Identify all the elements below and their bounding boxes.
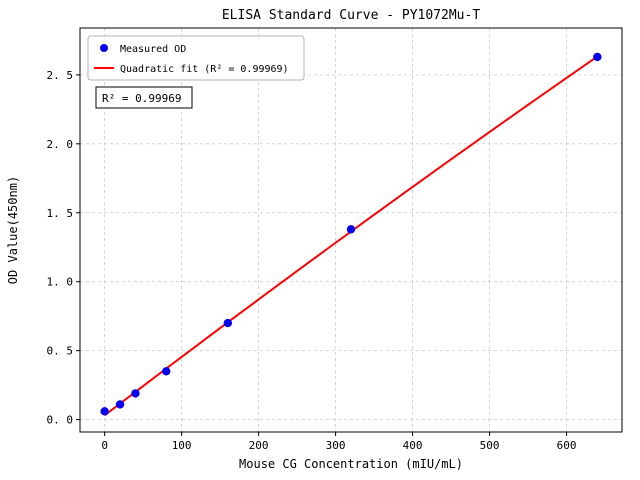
- measured-od-points: [100, 52, 602, 416]
- annotation-text: R² = 0.99969: [102, 92, 181, 105]
- legend-box: [87, 35, 305, 81]
- chart-title: ELISA Standard Curve - PY1072Mu-T: [222, 8, 480, 23]
- x-tick-label: 100: [172, 439, 192, 452]
- y-tick-label: 2. 5: [47, 69, 74, 82]
- x-tick-label: 300: [326, 439, 346, 452]
- data-point: [131, 389, 140, 398]
- x-tick-label: 600: [557, 439, 577, 452]
- legend: Measured OD Quadratic fit (R² = 0.99969): [87, 35, 305, 81]
- x-tick-label: 200: [249, 439, 269, 452]
- data-point: [223, 318, 233, 328]
- data-point: [162, 367, 171, 376]
- legend-label-quadratic-fit: Quadratic fit (R² = 0.99969): [120, 64, 289, 75]
- r-squared-annotation: R² = 0.99969: [95, 86, 193, 109]
- legend-label-measured-od: Measured OD: [120, 44, 186, 55]
- y-tick-label: 0. 0: [47, 414, 74, 427]
- y-axis-label: OD Value(450nm): [6, 176, 20, 284]
- plot-border: [79, 27, 623, 433]
- x-axis-label: Mouse CG Concentration (mIU/mL): [239, 457, 463, 471]
- data-point: [593, 52, 602, 62]
- y-tick-label: 1. 5: [47, 207, 74, 220]
- data-point: [115, 400, 125, 409]
- x-tick-label: 500: [480, 439, 500, 452]
- y-tick-label: 2. 0: [47, 138, 74, 151]
- x-tick-label: 0: [101, 439, 108, 452]
- data-point: [346, 225, 356, 234]
- ticks: 0 100 200 300 400 500 600 0. 0 0. 5 1. 0 1. 5 2. 0 2…: [47, 69, 577, 452]
- annotation-box: [95, 86, 193, 109]
- y-tick-label: 0. 5: [47, 345, 74, 358]
- y-tick-label: 1. 0: [47, 276, 74, 289]
- data-point: [100, 407, 109, 416]
- legend-dot-marker: [100, 44, 108, 52]
- x-tick-label: 400: [403, 439, 423, 452]
